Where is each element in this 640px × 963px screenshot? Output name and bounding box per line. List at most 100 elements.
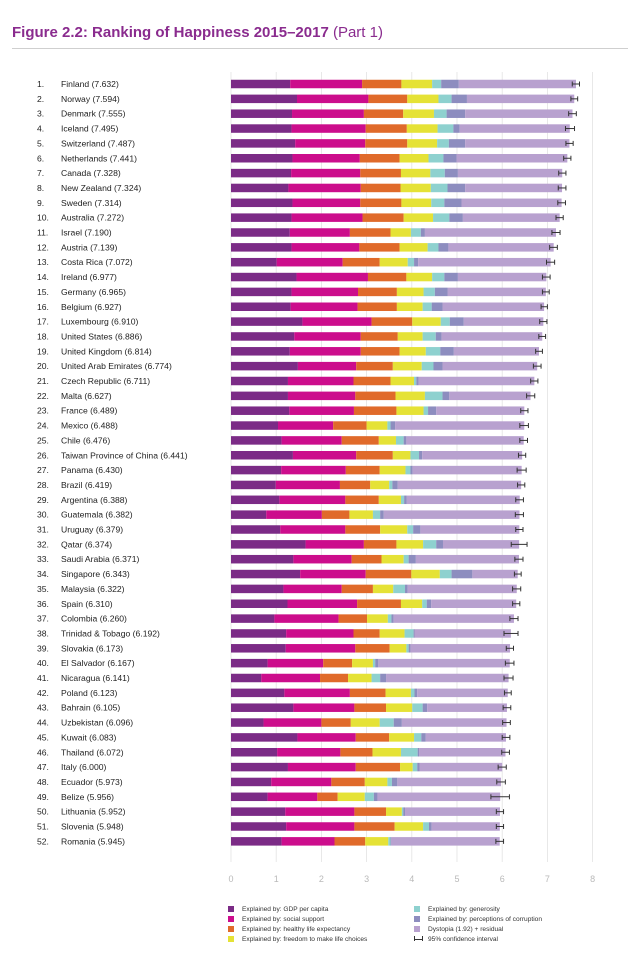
bar-segment-generosity	[410, 451, 420, 460]
bar-segment-corruption	[447, 183, 466, 193]
bar-segment-generosity	[407, 257, 415, 267]
bar-segment-generosity	[439, 569, 452, 579]
bar-segment-social	[283, 584, 342, 594]
bar-segment-corruption	[453, 124, 460, 133]
bar-segment-generosity	[414, 376, 417, 386]
bar-segment-dystopia	[397, 777, 501, 787]
legend-right: Explained by: generosity Explained by: p…	[414, 904, 542, 944]
bar-segment-dystopia	[417, 688, 508, 698]
bar-segment-corruption	[380, 510, 384, 519]
bar-segment-freedom	[406, 124, 438, 133]
bar-segment-social	[296, 272, 368, 282]
legend-swatch-generosity	[414, 906, 420, 912]
rank-label: 16.	[37, 302, 49, 312]
bar-segment-gdp	[231, 703, 294, 712]
bar-segment-gdp	[231, 792, 268, 802]
bar-segment-freedom	[380, 525, 408, 534]
bar-segment-generosity	[440, 317, 450, 326]
bar-segment-health	[365, 124, 407, 133]
bar-segment-corruption	[393, 718, 402, 727]
country-label: United Arab Emirates (6.774)	[61, 361, 172, 371]
bar-segment-dystopia	[458, 79, 576, 89]
bar-segment-generosity	[430, 168, 445, 178]
bar-segment-health	[342, 257, 380, 267]
bar-segment-gdp	[231, 109, 293, 118]
bar-segment-social	[287, 762, 356, 772]
legend-item-ci: 95% confidence interval	[414, 934, 542, 944]
bar-segment-freedom	[348, 673, 372, 683]
rank-label: 12.	[37, 242, 49, 252]
bar-segment-social	[293, 554, 352, 564]
bar-segment-freedom	[390, 376, 415, 386]
bar-segment-social	[292, 451, 357, 460]
bar-segment-social	[297, 733, 356, 742]
bar-segment-freedom	[367, 614, 388, 623]
bar-segment-dystopia	[453, 347, 539, 356]
bar-segment-dystopia	[395, 421, 525, 430]
bar-segment-freedom	[366, 421, 388, 430]
bar-segment-health	[360, 198, 402, 208]
x-tick-label: 5	[454, 874, 459, 884]
bar-segment-dystopia	[419, 748, 506, 757]
country-label: Malaysia (6.322)	[61, 584, 125, 594]
bar-segment-dystopia	[465, 109, 573, 118]
title-divider	[12, 48, 628, 49]
rank-label: 5.	[37, 138, 44, 148]
x-axis-ticks: 0 1 2 3 4 5 6 7 8	[228, 874, 595, 884]
bar-segment-dystopia	[449, 391, 531, 401]
row-labels: 1. Finland (7.632) 2. Norway (7.594) 3. Denma…	[37, 79, 188, 846]
country-label: Belize (5.956)	[61, 792, 114, 802]
country-label: Slovenia (5.948)	[61, 822, 124, 832]
bar-segment-freedom	[403, 109, 434, 118]
bar-segment-dystopia	[472, 569, 518, 579]
legend-swatch-gdp	[228, 906, 234, 912]
bar-segment-corruption	[434, 287, 448, 297]
bar-segment-dystopia	[461, 198, 562, 208]
bar-segment-social	[289, 406, 354, 415]
bar-segment-dystopia	[378, 658, 510, 668]
bar-segment-freedom	[385, 688, 411, 698]
bar-segment-gdp	[231, 139, 296, 148]
bar-segment-gdp	[231, 554, 294, 564]
country-label: El Salvador (6.167)	[61, 658, 135, 668]
bar-segment-freedom	[381, 554, 404, 564]
bar-segment-freedom	[390, 228, 411, 237]
bar-segment-health	[321, 510, 350, 519]
bar-segment-corruption	[414, 257, 419, 267]
bar-segment-health	[331, 777, 365, 787]
country-label: Finland (7.632)	[61, 79, 119, 89]
legend-item-health: Explained by: healthy life expectancy	[228, 924, 367, 934]
bar-segment-generosity	[437, 139, 449, 148]
rank-label: 14.	[37, 272, 49, 282]
bar-segment-corruption	[446, 109, 466, 118]
x-tick-label: 6	[500, 874, 505, 884]
bar-segment-gdp	[231, 465, 282, 475]
bar-segment-freedom	[370, 480, 390, 490]
bar-segment-dystopia	[383, 510, 520, 519]
bar-segment-health	[345, 525, 381, 534]
bar-segment-corruption	[390, 421, 396, 430]
bar-segment-corruption	[426, 599, 432, 608]
country-label: Uruguay (6.379)	[61, 525, 123, 535]
bar-segment-social	[300, 569, 366, 579]
bars	[231, 79, 576, 846]
country-label: New Zealand (7.324)	[61, 183, 141, 193]
rank-label: 50.	[37, 807, 49, 817]
bar-segment-corruption	[375, 658, 379, 668]
bar-segment-corruption	[451, 569, 473, 579]
rank-label: 41.	[37, 673, 49, 683]
rank-label: 22.	[37, 391, 49, 401]
bar-segment-social	[292, 198, 361, 208]
bar-segment-dystopia	[414, 629, 511, 638]
bar-segment-corruption	[408, 644, 411, 653]
bar-segment-social	[291, 124, 366, 133]
legend-label-social: Explained by: social support	[242, 915, 325, 923]
bar-segment-health	[371, 317, 413, 326]
bar-segment-freedom	[399, 243, 428, 252]
bar-segment-health	[334, 837, 366, 846]
rank-label: 35.	[37, 584, 49, 594]
bar-segment-corruption	[444, 168, 458, 178]
bar-segment-gdp	[231, 287, 292, 297]
bar-segment-social	[267, 792, 318, 802]
bar-segment-generosity	[424, 391, 443, 401]
